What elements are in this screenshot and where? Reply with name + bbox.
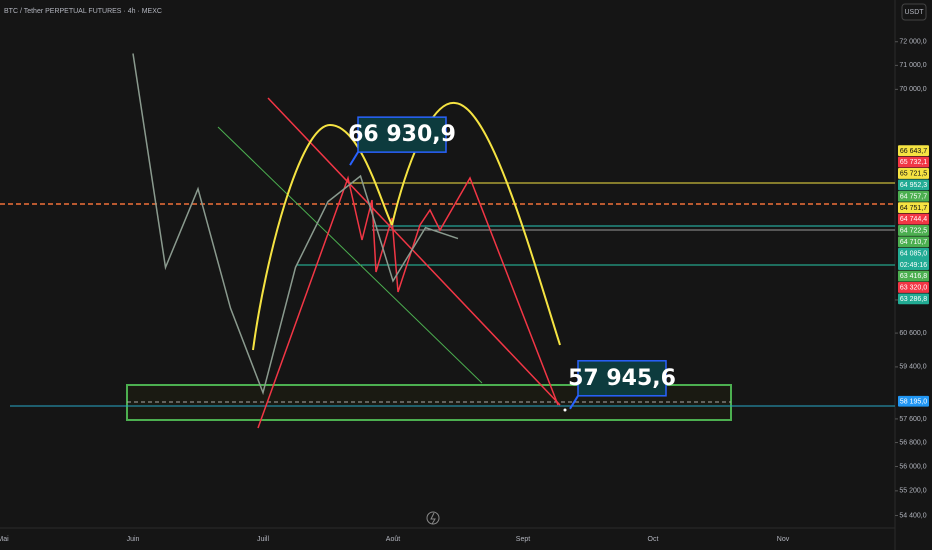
price-tag-label: 64 722,5 [900,228,927,235]
price-tag-label: 63 320,0 [900,285,927,292]
price-tag-label: 58 195,0 [900,398,927,405]
price-tag-label: 64 757,7 [900,193,927,200]
y-tick-label: 55 200,0 [899,488,926,495]
price-tag-label: 64 751,7 [900,205,927,212]
y-tick-label: 59 400,0 [899,364,926,371]
price-tag-countdown: 02:49:16 [900,262,927,269]
price-tag-label: 64 952,3 [900,182,927,189]
price-tag [898,282,929,293]
price-tag-label: 64 085,0 [900,250,927,257]
trend-line [217,126,483,384]
y-tick-label: 56 000,0 [899,463,926,470]
price-tag [898,395,929,407]
x-tick-label: Oct [648,536,659,543]
price-tag-label: 63 286,8 [900,296,927,303]
zigzag [257,175,559,429]
price-tag-label: 65 732,1 [900,159,927,166]
y-tick-label: 56 800,0 [899,439,926,446]
y-tick-label: 57 600,0 [899,416,926,423]
curve [252,123,393,351]
price-tag [898,179,929,191]
price-tag [898,225,929,236]
x-tick-label: Sept [516,536,530,543]
price-tag [898,168,929,179]
price-tag [898,247,929,271]
annotation-pointer [569,395,579,410]
annotation-label: 57 945,6 [568,366,676,391]
symbol-title: BTC / Tether PERPETUAL FUTURES · 4h · ME… [4,8,162,15]
y-tick-label: 71 000,0 [899,62,926,69]
trend-line [267,97,561,406]
currency-button[interactable] [901,3,927,21]
price-tag [898,156,929,168]
price-tag-label: 65 721,5 [900,171,927,178]
price-tag [898,270,929,282]
price-tag [898,236,929,248]
marker [563,408,567,412]
annotation-box [357,116,447,153]
annotation-label: 66 930,9 [348,122,456,147]
y-tick-label: 54 400,0 [899,512,926,519]
price-line [132,53,459,396]
currency[interactable]: USDT [904,9,924,16]
price-tag [898,190,929,202]
event-icon[interactable] [426,511,440,525]
x-tick-label: Juin [127,536,140,543]
annotation-box [577,360,667,397]
annotation-pointer [349,151,359,166]
x-tick-label: Nov [777,536,790,543]
price-tag [898,145,929,157]
x-tick-label: Juill [257,536,270,543]
price-tag-label: 64 710,7 [900,239,927,246]
y-tick-label: 72 000,0 [899,39,926,46]
price-tag-label: 64 744,4 [900,216,927,223]
price-tag [898,202,929,214]
x-tick-label: Mai [0,536,9,543]
price-tag-label: 63 416,8 [900,273,927,280]
event-icon-bolt [430,512,436,525]
y-tick-label: 60 600,0 [899,330,926,337]
x-tick-label: Août [386,536,400,543]
price-tag-label: 66 643,7 [900,148,927,155]
price-tag [898,293,929,305]
curve [391,101,561,346]
y-tick-label: 70 000,0 [899,86,926,93]
price-tag [898,213,929,225]
